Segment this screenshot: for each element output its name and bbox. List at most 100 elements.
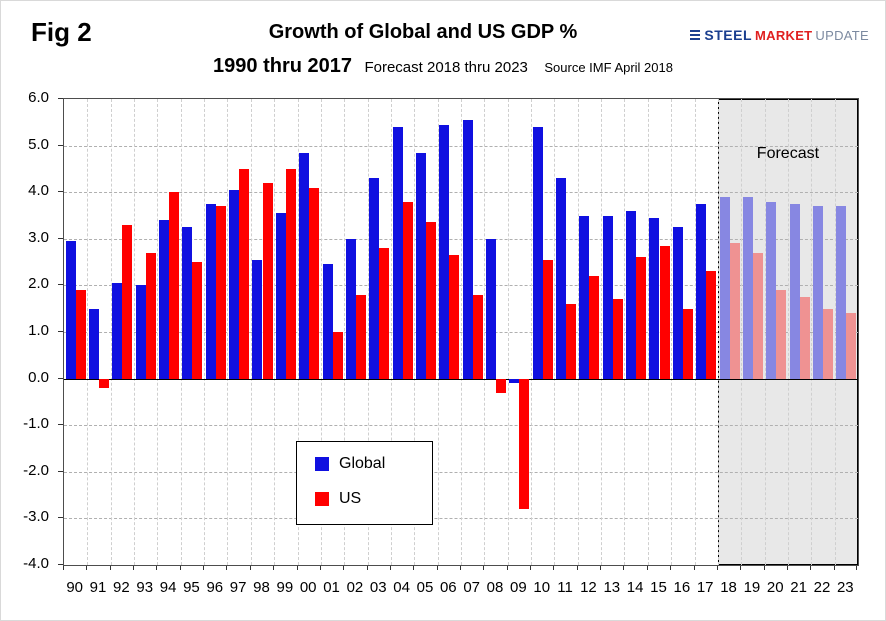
x-axis-label: 15 <box>650 579 667 596</box>
bar-global-11 <box>556 178 567 379</box>
x-axis-tick <box>506 566 508 570</box>
gridline-vertical <box>741 99 743 565</box>
bar-us-13 <box>612 299 623 379</box>
y-axis-label: 0.0 <box>28 368 49 386</box>
bar-global-18 <box>719 196 730 379</box>
x-axis-tick <box>623 566 625 570</box>
x-axis-label: 14 <box>626 579 644 596</box>
subtitle-source: Source IMF April 2018 <box>544 60 673 75</box>
gridline-vertical <box>484 99 486 565</box>
x-axis-tick <box>646 566 648 570</box>
bar-global-00 <box>299 152 310 379</box>
x-axis-tick <box>389 566 391 570</box>
gridline-vertical <box>647 99 649 565</box>
y-axis-tick <box>58 144 63 146</box>
us-series-swatch <box>315 492 329 506</box>
gridline-vertical <box>554 99 556 565</box>
y-axis-label: -1.0 <box>23 415 49 433</box>
logo-word-steel: STEEL <box>704 27 753 43</box>
bar-us-93 <box>145 252 156 379</box>
bar-global-05 <box>415 152 426 379</box>
y-axis-tick <box>58 424 63 426</box>
y-axis-label: -4.0 <box>23 555 49 572</box>
x-axis-tick <box>693 566 695 570</box>
bar-global-20 <box>766 201 777 379</box>
x-axis-tick <box>273 566 275 570</box>
gridline-vertical <box>507 99 509 565</box>
bar-global-01 <box>322 264 333 379</box>
gridline-vertical <box>694 99 696 565</box>
bar-global-91 <box>88 308 100 379</box>
x-axis-label: 06 <box>439 579 457 596</box>
bar-global-19 <box>742 196 753 379</box>
bar-global-10 <box>532 126 543 379</box>
x-axis-label: 94 <box>159 579 177 596</box>
steel-market-update-logo: STEEL MARKET UPDATE <box>690 27 869 43</box>
bar-us-90 <box>75 290 86 379</box>
x-axis-label: 97 <box>229 579 247 596</box>
gridline-vertical <box>531 99 533 565</box>
legend: Global US <box>296 441 433 525</box>
gridline-vertical <box>787 99 789 565</box>
x-axis-tick <box>366 566 368 570</box>
x-axis-tick <box>786 566 788 570</box>
bar-global-99 <box>275 213 286 379</box>
bar-global-13 <box>602 215 613 379</box>
subtitle-years: 1990 thru 2017 <box>213 55 352 77</box>
gridline-vertical <box>274 99 276 565</box>
bar-global-16 <box>672 227 683 379</box>
bar-global-97 <box>229 189 240 379</box>
gridline-vertical <box>320 99 322 565</box>
bar-us-16 <box>682 308 693 379</box>
x-axis-tick <box>296 566 298 570</box>
x-axis-label: 01 <box>323 579 340 596</box>
x-axis-tick <box>179 566 181 570</box>
x-axis-label: 04 <box>393 579 410 596</box>
chart-subtitle: 1990 thru 2017 Forecast 2018 thru 2023 S… <box>1 55 885 78</box>
x-axis-tick <box>413 566 415 570</box>
subtitle-forecast-range: Forecast 2018 thru 2023 <box>364 59 528 76</box>
x-axis-tick <box>833 566 835 570</box>
bar-us-97 <box>239 168 250 379</box>
gridline-vertical <box>671 99 673 565</box>
bar-global-21 <box>789 203 800 379</box>
gridline-vertical <box>297 99 299 565</box>
x-axis-tick <box>763 566 765 570</box>
bar-us-05 <box>425 222 436 379</box>
bar-global-03 <box>369 178 380 379</box>
x-axis-label: 96 <box>206 579 224 596</box>
y-axis-label: -3.0 <box>23 508 49 526</box>
bar-us-95 <box>192 262 203 379</box>
bar-global-22 <box>812 206 823 379</box>
x-axis-label: 95 <box>183 579 200 596</box>
bar-us-02 <box>355 294 366 379</box>
bar-us-10 <box>542 259 553 379</box>
x-axis: 90 91 92 93 94 95 96 97 98 99 00 01 02 03 04 05 06 07 08 09… <box>63 566 859 602</box>
logo-word-market: MARKET <box>755 27 813 43</box>
bar-us-19 <box>752 252 763 379</box>
bar-us-11 <box>566 304 577 379</box>
gridline-vertical <box>180 99 182 565</box>
y-axis-label: 5.0 <box>28 135 49 153</box>
bar-us-23 <box>846 313 857 379</box>
x-axis-tick <box>530 566 532 570</box>
x-axis-label: 92 <box>113 579 130 596</box>
x-axis-label: 93 <box>136 579 154 596</box>
y-axis-label: 6.0 <box>28 89 49 106</box>
global-series-swatch <box>315 457 329 471</box>
bar-us-01 <box>332 332 343 379</box>
x-axis-label: 12 <box>580 579 597 596</box>
bar-us-20 <box>776 290 787 379</box>
bar-global-07 <box>462 119 473 379</box>
y-axis-label: 1.0 <box>28 322 49 339</box>
x-axis-label: 03 <box>369 579 387 596</box>
bar-us-09 <box>519 378 530 510</box>
legend-item-us: US <box>315 490 432 508</box>
bar-global-92 <box>112 283 123 379</box>
x-axis-label: 19 <box>743 579 761 596</box>
x-axis-label: 16 <box>673 579 691 596</box>
logo-word-update: UPDATE <box>815 27 869 43</box>
gridline-vertical <box>250 99 252 565</box>
x-axis-tick <box>483 566 485 570</box>
